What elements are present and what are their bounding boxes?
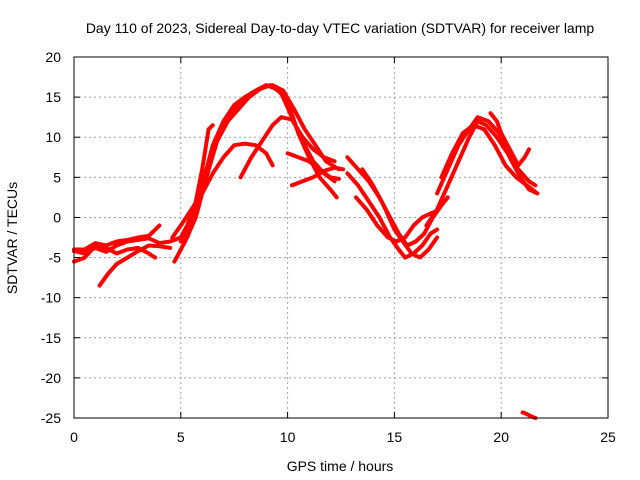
- y-tick-label: 15: [45, 89, 61, 105]
- series-line-track-4: [72, 223, 162, 252]
- x-axis-label: GPS time / hours: [287, 458, 394, 474]
- series-line-track-13: [345, 171, 440, 260]
- series-line-track-2: [72, 243, 158, 264]
- y-tick-label: -25: [41, 410, 61, 426]
- chart-title: Day 110 of 2023, Sidereal Day-to-day VTE…: [86, 20, 595, 36]
- series-line-track-15: [360, 167, 440, 260]
- axis-ticks: [73, 56, 609, 419]
- x-tick-label: 10: [280, 429, 296, 445]
- series-line-track-8: [185, 83, 341, 240]
- grid-lines: [74, 57, 608, 418]
- series-line-track-11: [289, 165, 346, 188]
- y-tick-labels: 20 15 10 5 0 -5 -10 -15 -20 -25: [41, 49, 61, 426]
- y-tick-label: -10: [41, 290, 61, 306]
- y-tick-label: 0: [53, 209, 61, 225]
- y-tick-label: 20: [45, 49, 61, 65]
- x-tick-label: 5: [177, 429, 185, 445]
- y-tick-label: -5: [49, 250, 62, 266]
- y-tick-label: -20: [41, 370, 61, 386]
- y-tick-label: 5: [53, 169, 61, 185]
- x-tick-label: 15: [387, 429, 403, 445]
- y-tick-label: 10: [45, 129, 61, 145]
- series-line-track-19: [488, 111, 531, 168]
- x-tick-label: 20: [493, 429, 509, 445]
- x-tick-label: 0: [70, 429, 78, 445]
- series-line-track-10: [285, 151, 341, 181]
- series-line-track-18: [439, 123, 538, 194]
- series-line-track-3: [97, 243, 173, 288]
- y-axis-label: SDTVAR / TECUs: [4, 182, 20, 294]
- y-tick-label: -15: [41, 330, 61, 346]
- series-line-track-6: [172, 83, 337, 264]
- x-tick-labels: 0 5 10 15 20 25: [70, 429, 616, 445]
- data-series: [72, 83, 540, 420]
- series-line-track-9: [238, 115, 337, 180]
- x-tick-label: 25: [600, 429, 616, 445]
- plot-frame: [73, 56, 609, 419]
- series-line-track-1: [72, 123, 215, 256]
- series-line-track-16: [424, 119, 538, 228]
- series-line-track-20: [520, 410, 538, 420]
